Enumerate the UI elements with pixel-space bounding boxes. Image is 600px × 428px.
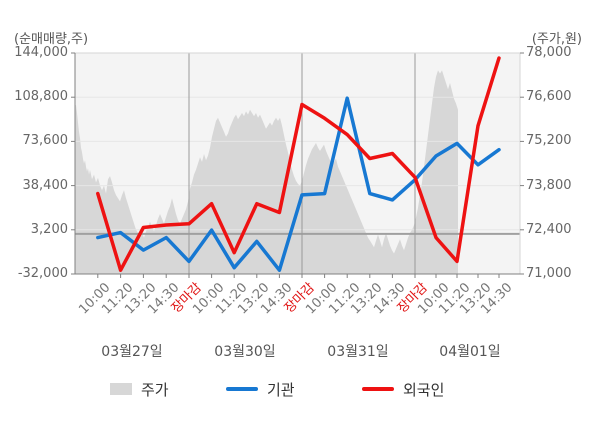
y-axis-tick-right: 78,000 xyxy=(526,45,572,60)
foreigner-line xyxy=(96,56,501,272)
date-label-2: 03월30일 xyxy=(214,344,276,360)
y-axis-tick-left: 3,200 xyxy=(30,221,68,237)
date-label-1: 03월27일 xyxy=(101,344,163,360)
legend-label-price: 주가 xyxy=(141,380,169,399)
left-axis-unit-label: (순매매량,주) xyxy=(14,32,89,47)
legend-item-price[interactable]: 주가 xyxy=(110,374,169,404)
foreigner-line-swatch xyxy=(362,387,394,391)
y-axis-tick-right: 73,800 xyxy=(526,177,572,193)
right-axis-unit-label: (주가,원) xyxy=(531,32,582,47)
y-axis-tick-right: 71,000 xyxy=(526,266,572,281)
legend-label-institution: 기관 xyxy=(267,380,295,399)
date-label-3: 03월31일 xyxy=(327,344,389,360)
legend-label-foreigner: 외국인 xyxy=(403,380,445,399)
legend: 주가 기관 외국인 xyxy=(0,374,600,408)
legend-item-institution[interactable]: 기관 xyxy=(226,374,295,404)
y-axis-tick-right: 75,200 xyxy=(526,133,572,149)
y-axis-tick-right: 72,400 xyxy=(526,221,572,237)
y-axis-tick-left: 73,600 xyxy=(22,133,69,149)
y-axis-tick-left: 38,400 xyxy=(22,177,69,193)
date-label-4: 04월01일 xyxy=(439,344,501,360)
y-axis-tick-left: -32,000 xyxy=(17,266,68,281)
institution-line xyxy=(96,96,501,272)
y-axis-tick-right: 76,600 xyxy=(526,89,572,105)
institution-line-swatch xyxy=(226,387,258,391)
price-area-swatch xyxy=(110,383,132,395)
y-axis-tick-left: 108,800 xyxy=(14,89,68,105)
y-axis-tick-left: 144,000 xyxy=(14,45,68,60)
legend-item-foreigner[interactable]: 외국인 xyxy=(362,374,444,404)
